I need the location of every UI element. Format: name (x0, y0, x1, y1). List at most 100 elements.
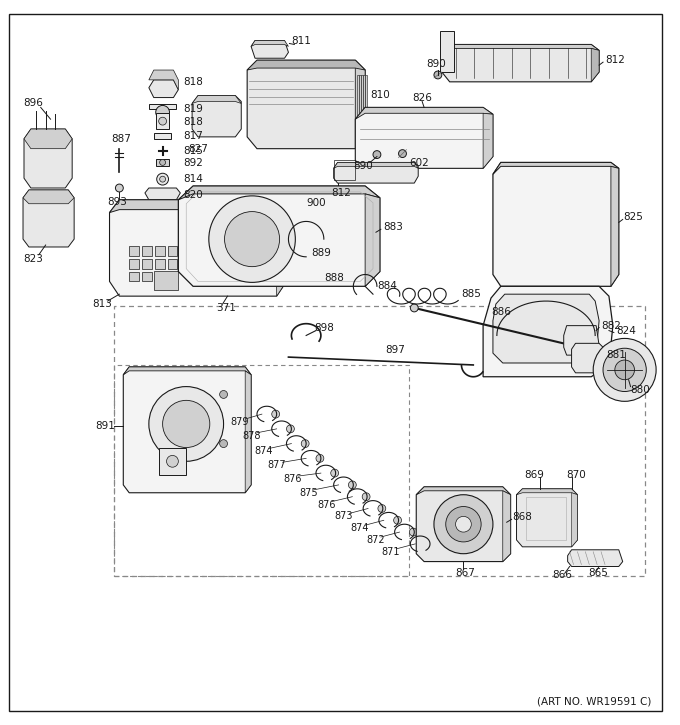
Text: 893: 893 (107, 196, 127, 207)
Circle shape (209, 196, 295, 282)
Text: 815: 815 (183, 146, 203, 156)
Polygon shape (24, 129, 72, 149)
Polygon shape (572, 344, 603, 373)
Circle shape (272, 410, 279, 418)
Circle shape (615, 360, 634, 380)
Polygon shape (355, 60, 365, 149)
Polygon shape (517, 489, 577, 547)
Polygon shape (123, 367, 251, 493)
Text: 810: 810 (370, 90, 390, 99)
Text: 898: 898 (314, 323, 334, 333)
Bar (167, 246, 177, 256)
Polygon shape (359, 75, 361, 134)
Polygon shape (483, 286, 613, 377)
Text: 873: 873 (335, 511, 353, 521)
Circle shape (330, 469, 339, 477)
Text: 900: 900 (306, 198, 326, 208)
Circle shape (163, 400, 210, 447)
Text: 818: 818 (183, 77, 203, 87)
Circle shape (456, 516, 471, 532)
Polygon shape (611, 166, 619, 286)
Bar (154, 270, 178, 290)
Circle shape (156, 105, 169, 119)
Polygon shape (149, 80, 178, 98)
Text: 876: 876 (317, 500, 335, 510)
Polygon shape (284, 243, 310, 262)
Bar (155, 246, 165, 256)
Text: 890: 890 (354, 162, 373, 171)
Circle shape (373, 151, 381, 159)
Bar (142, 259, 152, 269)
Text: 885: 885 (462, 289, 481, 299)
Text: 824: 824 (616, 326, 636, 336)
Circle shape (398, 149, 407, 157)
Polygon shape (355, 107, 493, 168)
Circle shape (158, 117, 167, 125)
Circle shape (149, 386, 224, 461)
Bar (167, 272, 177, 281)
Polygon shape (251, 41, 288, 46)
Circle shape (603, 348, 646, 392)
Polygon shape (245, 371, 251, 493)
Bar (526, 497, 566, 540)
Circle shape (316, 455, 324, 463)
Text: 813: 813 (92, 299, 112, 309)
Circle shape (425, 540, 433, 548)
Text: 872: 872 (366, 535, 385, 545)
Circle shape (215, 276, 220, 281)
Text: 869: 869 (524, 470, 544, 480)
Polygon shape (145, 188, 180, 200)
Polygon shape (247, 60, 365, 70)
Circle shape (160, 160, 165, 165)
Circle shape (226, 264, 233, 270)
Polygon shape (493, 294, 599, 363)
Text: (ART NO. WR19591 C): (ART NO. WR19591 C) (537, 696, 651, 706)
Polygon shape (442, 44, 599, 54)
Text: 897: 897 (385, 345, 405, 355)
Text: 882: 882 (601, 320, 621, 331)
Circle shape (238, 264, 244, 270)
Text: 812: 812 (605, 55, 625, 65)
Polygon shape (149, 70, 178, 90)
Circle shape (224, 212, 279, 267)
Circle shape (446, 507, 481, 542)
Polygon shape (109, 200, 286, 296)
Polygon shape (192, 96, 241, 104)
Polygon shape (564, 326, 599, 355)
Text: 825: 825 (624, 212, 643, 223)
Polygon shape (503, 491, 511, 562)
Text: 870: 870 (566, 470, 586, 480)
Polygon shape (178, 186, 380, 286)
Text: 879: 879 (231, 417, 249, 427)
Polygon shape (517, 489, 577, 494)
Text: 876: 876 (284, 474, 302, 484)
Text: 887: 887 (112, 134, 131, 144)
Polygon shape (361, 75, 363, 134)
Bar (129, 259, 139, 269)
Polygon shape (493, 162, 619, 174)
Polygon shape (591, 49, 599, 82)
Polygon shape (568, 550, 623, 566)
Text: 891: 891 (95, 421, 115, 431)
Polygon shape (156, 159, 169, 166)
Text: 896: 896 (23, 99, 43, 109)
Circle shape (566, 340, 577, 350)
Circle shape (409, 528, 418, 536)
Polygon shape (23, 190, 74, 204)
Polygon shape (440, 30, 454, 72)
Text: 827: 827 (188, 144, 208, 154)
Circle shape (215, 264, 220, 270)
Polygon shape (416, 487, 511, 562)
Text: 868: 868 (513, 513, 532, 522)
Text: 888: 888 (324, 273, 343, 283)
Circle shape (286, 425, 294, 433)
Text: 886: 886 (491, 307, 511, 317)
Circle shape (160, 176, 165, 182)
Circle shape (167, 455, 178, 467)
Circle shape (410, 304, 418, 312)
Circle shape (238, 276, 244, 281)
Polygon shape (483, 113, 493, 168)
Polygon shape (192, 96, 241, 137)
Text: 820: 820 (183, 190, 203, 200)
Circle shape (434, 494, 493, 554)
